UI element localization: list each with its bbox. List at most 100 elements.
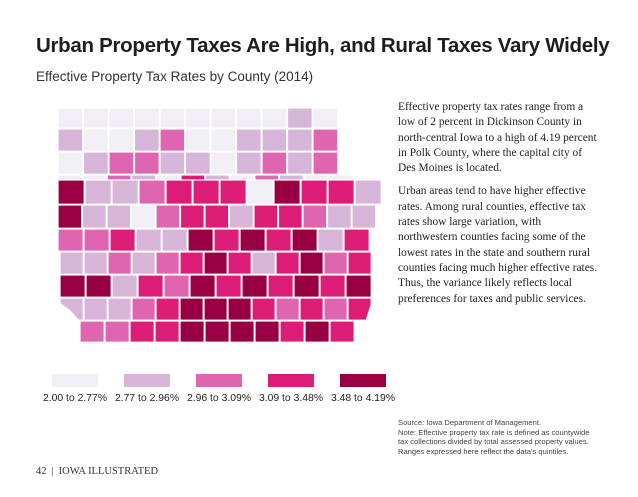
county-cell [84,179,112,205]
county-cell [111,179,139,205]
county-cell [219,179,247,205]
county-cell [312,128,339,152]
county-cell [57,128,84,152]
body-text: Effective property tax rates range from … [398,100,598,315]
county-cell [57,179,85,205]
county-cell [83,297,108,321]
county-cell [184,151,211,175]
county-cell [323,297,348,321]
county-cell [317,228,344,252]
legend-label: 3.09 to 3.48% [258,393,324,404]
county-cell [279,320,305,343]
county-cell [347,251,372,275]
county-cell [323,251,348,275]
county-cell [304,320,330,343]
legend-item: 3.09 to 3.48% [256,374,326,404]
county-cell [273,179,301,205]
legend-swatch [340,374,386,387]
legend-item: 2.96 to 3.09% [184,374,254,404]
county-cell [354,179,382,205]
county-cell [210,128,237,152]
legend-label: 2.00 to 2.77% [42,393,108,404]
county-cell [203,297,228,321]
county-cell [179,320,205,343]
county-cell [187,228,214,252]
county-cell [131,297,156,321]
county-cell [106,204,132,229]
county-cell [111,274,138,298]
footer-separator: | [51,466,54,477]
county-cell [228,204,254,229]
county-cell [215,274,242,298]
county-cell [107,297,132,321]
county-cell [210,151,237,175]
county-cell [343,228,370,252]
county-cell [108,107,135,129]
county-cell [161,228,188,252]
source-line: Source: Iowa Department of Management. [398,418,542,427]
county-cell [299,297,324,321]
ranges-line: Ranges expressed here reflect the data's… [398,447,569,456]
county-cell [154,320,180,343]
county-cell [81,204,107,229]
county-cell [155,297,180,321]
legend-item: 2.00 to 2.77% [40,374,110,404]
legend: 2.00 to 2.77% 2.77 to 2.96% 2.96 to 3.09… [40,374,400,414]
county-cell [326,204,352,229]
county-cell [107,251,132,275]
county-cell [104,320,130,343]
county-cell [277,204,303,229]
county-cell [163,274,190,298]
county-cell [155,204,181,229]
county-cell [83,228,110,252]
county-cell [138,179,166,205]
county-cell [165,179,193,205]
county-cell [155,251,180,275]
county-cell [184,107,211,129]
county-cell [179,204,205,229]
county-cell [192,179,220,205]
county-cell [83,251,108,275]
county-cell [159,107,186,129]
county-cell [286,128,313,152]
county-cell [275,297,300,321]
county-cell [227,251,252,275]
county-cell [319,274,346,298]
note-line: Note: Effective property tax rate is def… [398,428,590,446]
county-cell [312,151,339,175]
legend-swatch [196,374,242,387]
county-cell [227,297,252,321]
county-cell [251,251,276,275]
county-cell [137,274,164,298]
county-cell [312,107,339,129]
county-cell [329,320,355,343]
county-cell [57,151,84,175]
county-cell [85,274,112,298]
county-cell [109,228,136,252]
county-cell [235,107,262,129]
county-cell [179,297,204,321]
county-cell [59,274,86,298]
county-cell [184,128,211,152]
chart-subtitle: Effective Property Tax Rates by County (… [36,69,314,84]
county-cell [133,128,160,152]
county-cell [345,274,372,298]
county-cell [108,128,135,152]
county-cell [59,251,84,275]
page-number: 42 [36,466,47,477]
county-cell [293,274,320,298]
county-cell [131,251,156,275]
county-cell [159,128,186,152]
county-cell [82,151,109,175]
county-cell [235,151,262,175]
county-cell [235,128,262,152]
county-cell [265,228,292,252]
county-cell [267,274,294,298]
county-cell [82,128,109,152]
legend-swatch [52,374,98,387]
county-cell [351,204,377,229]
page-footer: 42 | IOWA ILLUSTRATED [36,466,158,477]
county-cell [135,228,162,252]
county-cell [57,204,83,229]
